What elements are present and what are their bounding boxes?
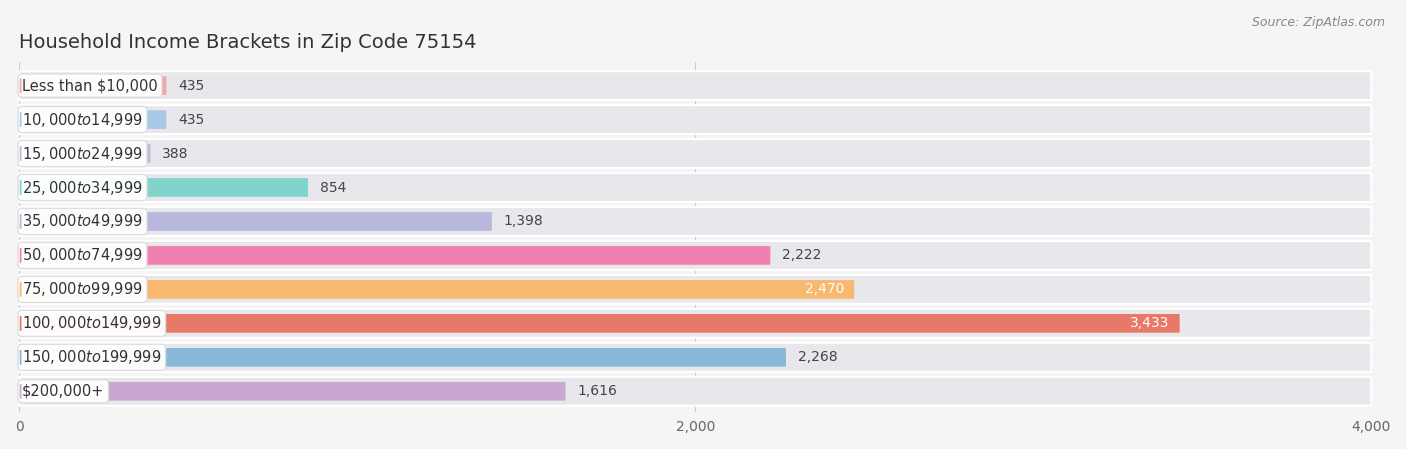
FancyBboxPatch shape xyxy=(20,348,786,367)
Text: $100,000 to $149,999: $100,000 to $149,999 xyxy=(22,314,162,332)
FancyBboxPatch shape xyxy=(20,377,1371,406)
FancyBboxPatch shape xyxy=(20,144,150,163)
Text: Household Income Brackets in Zip Code 75154: Household Income Brackets in Zip Code 75… xyxy=(20,33,477,52)
FancyBboxPatch shape xyxy=(20,105,1371,134)
FancyBboxPatch shape xyxy=(20,275,1371,304)
FancyBboxPatch shape xyxy=(20,309,1371,338)
Text: $50,000 to $74,999: $50,000 to $74,999 xyxy=(22,247,143,264)
Text: $200,000+: $200,000+ xyxy=(22,384,104,399)
Text: $75,000 to $99,999: $75,000 to $99,999 xyxy=(22,280,143,299)
Text: 3,433: 3,433 xyxy=(1130,317,1170,330)
FancyBboxPatch shape xyxy=(20,314,1180,333)
FancyBboxPatch shape xyxy=(20,212,492,231)
Text: 1,616: 1,616 xyxy=(578,384,617,398)
Text: 2,268: 2,268 xyxy=(797,350,838,364)
FancyBboxPatch shape xyxy=(20,139,1371,168)
Text: $15,000 to $24,999: $15,000 to $24,999 xyxy=(22,145,143,163)
Text: 1,398: 1,398 xyxy=(503,215,544,229)
FancyBboxPatch shape xyxy=(20,178,308,197)
Text: $150,000 to $199,999: $150,000 to $199,999 xyxy=(22,348,162,366)
Text: 388: 388 xyxy=(162,146,188,161)
FancyBboxPatch shape xyxy=(20,382,565,401)
Text: 435: 435 xyxy=(179,113,204,127)
Text: $10,000 to $14,999: $10,000 to $14,999 xyxy=(22,110,143,128)
FancyBboxPatch shape xyxy=(20,76,166,95)
FancyBboxPatch shape xyxy=(20,207,1371,236)
FancyBboxPatch shape xyxy=(20,71,1371,100)
FancyBboxPatch shape xyxy=(20,173,1371,202)
Text: $25,000 to $34,999: $25,000 to $34,999 xyxy=(22,179,143,197)
FancyBboxPatch shape xyxy=(20,246,770,265)
Text: $35,000 to $49,999: $35,000 to $49,999 xyxy=(22,212,143,230)
Text: 435: 435 xyxy=(179,79,204,92)
Text: Source: ZipAtlas.com: Source: ZipAtlas.com xyxy=(1251,16,1385,29)
Text: 854: 854 xyxy=(319,180,346,194)
FancyBboxPatch shape xyxy=(20,343,1371,372)
Text: Less than $10,000: Less than $10,000 xyxy=(22,78,157,93)
FancyBboxPatch shape xyxy=(20,280,855,299)
Text: 2,222: 2,222 xyxy=(782,248,821,262)
Text: 2,470: 2,470 xyxy=(804,282,844,296)
FancyBboxPatch shape xyxy=(20,241,1371,270)
FancyBboxPatch shape xyxy=(20,110,166,129)
